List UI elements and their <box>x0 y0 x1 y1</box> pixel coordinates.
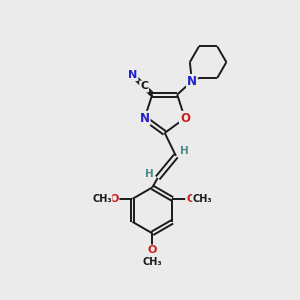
Text: N: N <box>140 112 150 125</box>
Text: C: C <box>140 82 148 92</box>
Text: H: H <box>145 169 154 178</box>
Text: O: O <box>180 112 190 125</box>
Text: H: H <box>180 146 188 157</box>
Text: CH₃: CH₃ <box>142 257 162 267</box>
Text: N: N <box>187 75 197 88</box>
Text: O: O <box>109 194 119 204</box>
Text: O: O <box>148 245 157 255</box>
Text: CH₃: CH₃ <box>193 194 212 204</box>
Text: CH₃: CH₃ <box>92 194 112 204</box>
Text: N: N <box>128 70 137 80</box>
Text: O: O <box>186 194 196 204</box>
